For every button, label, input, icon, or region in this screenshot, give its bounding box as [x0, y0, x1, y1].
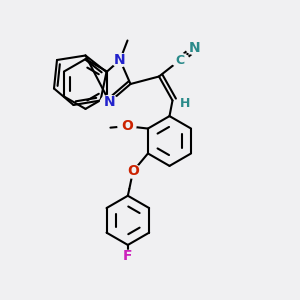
- Ellipse shape: [100, 95, 118, 109]
- Ellipse shape: [178, 98, 193, 110]
- Ellipse shape: [171, 53, 189, 67]
- Ellipse shape: [118, 119, 136, 133]
- Text: O: O: [127, 164, 139, 178]
- Ellipse shape: [186, 41, 204, 55]
- Text: N: N: [104, 95, 115, 109]
- Text: N: N: [114, 53, 126, 67]
- Ellipse shape: [124, 165, 142, 178]
- Text: H: H: [180, 97, 190, 110]
- Text: C: C: [176, 53, 184, 67]
- Text: F: F: [123, 249, 133, 263]
- Ellipse shape: [111, 53, 129, 67]
- Text: O: O: [121, 119, 133, 133]
- Ellipse shape: [120, 250, 135, 262]
- Text: N: N: [189, 41, 201, 55]
